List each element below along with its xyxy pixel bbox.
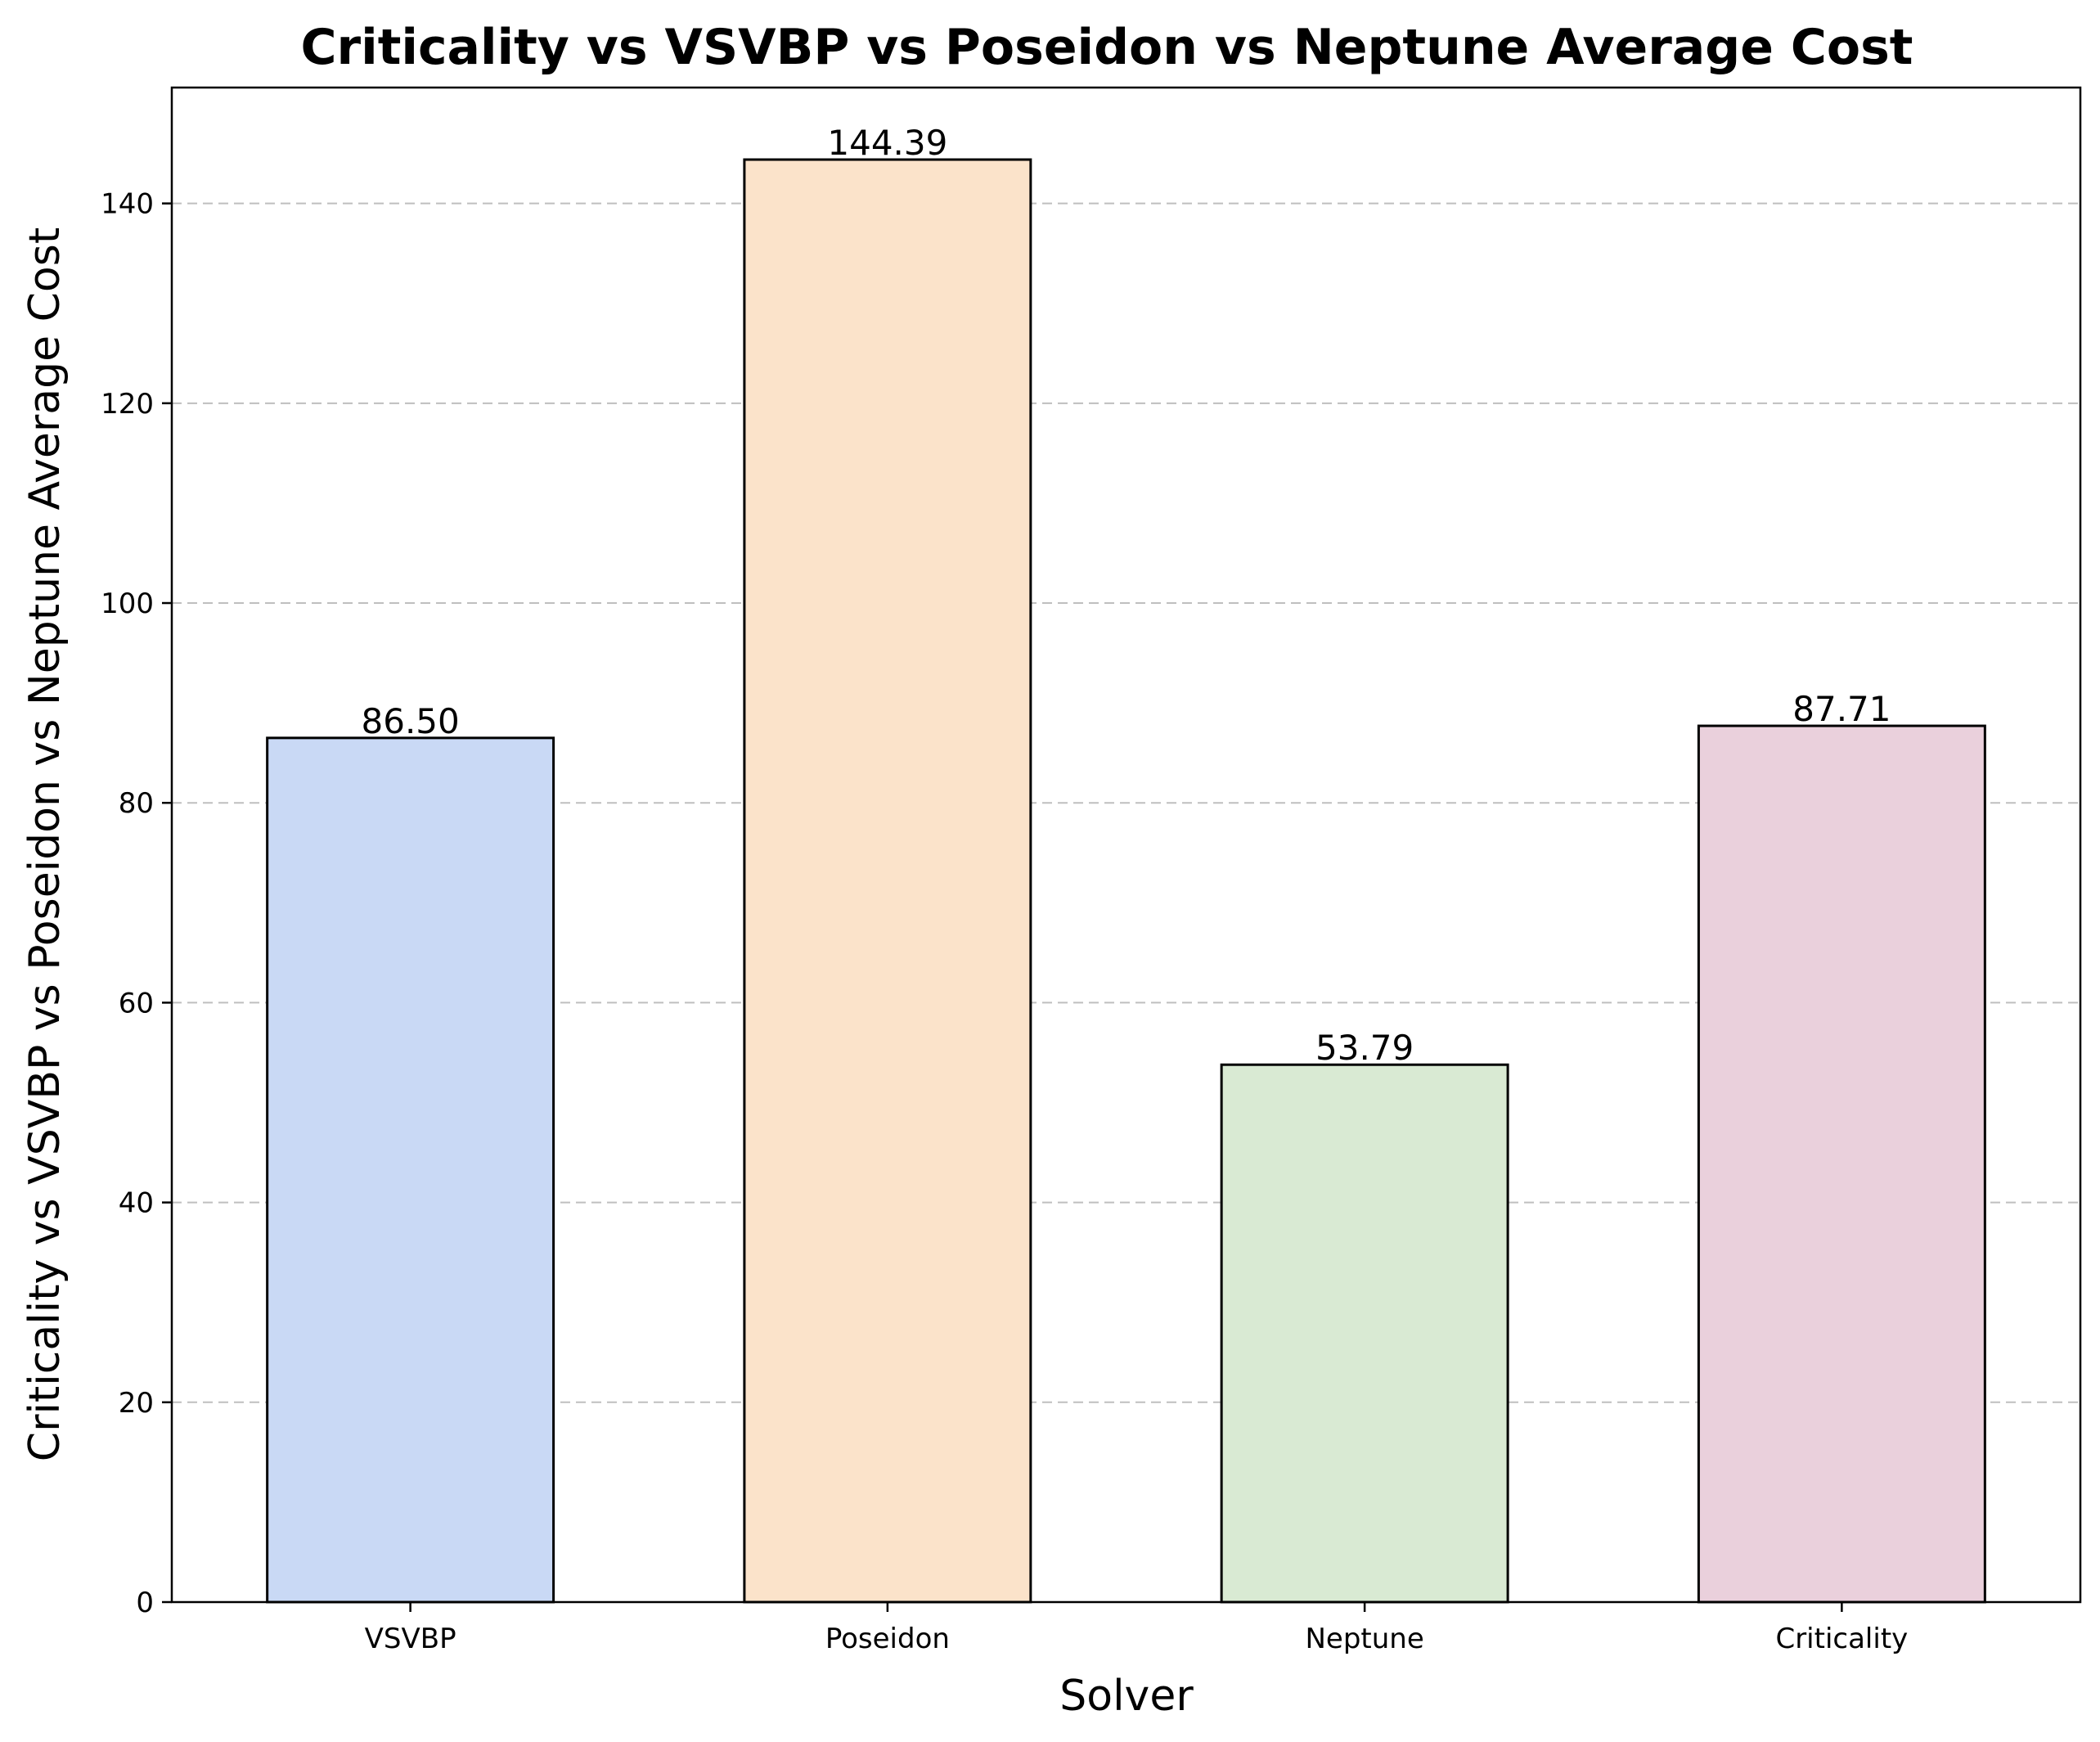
bar-neptune xyxy=(1220,1063,1509,1604)
y-tick-label: 120 xyxy=(101,388,154,421)
y-tick-label: 0 xyxy=(136,1587,154,1619)
plot-frame xyxy=(170,86,2082,1604)
x-axis-label: Solver xyxy=(1059,1672,1194,1721)
x-tick-label-neptune: Neptune xyxy=(1305,1623,1423,1655)
y-tick-label: 60 xyxy=(119,987,154,1020)
value-label-vsvbp: 86.50 xyxy=(362,701,460,741)
y-tick-label: 80 xyxy=(119,787,154,820)
x-tick-label-criticality: Criticality xyxy=(1775,1623,1908,1655)
x-axis-ticks: VSVBP Poseidon Neptune Criticality xyxy=(365,1602,1908,1655)
y-tick-label: 100 xyxy=(101,587,154,620)
bar-vsvbp xyxy=(266,736,555,1604)
y-tick-label: 140 xyxy=(101,188,154,221)
y-axis-ticks: 0 20 40 60 80 100 120 140 xyxy=(101,188,172,1619)
value-label-neptune: 53.79 xyxy=(1315,1028,1414,1068)
y-tick-label: 40 xyxy=(119,1187,154,1220)
x-tick-label-poseidon: Poseidon xyxy=(825,1623,950,1655)
value-label-criticality: 87.71 xyxy=(1792,689,1891,729)
bar-poseidon xyxy=(743,158,1032,1604)
bar-criticality xyxy=(1697,724,1986,1604)
y-tick-label: 20 xyxy=(119,1387,154,1420)
x-tick-label-vsvbp: VSVBP xyxy=(365,1623,456,1655)
value-label-poseidon: 144.39 xyxy=(827,123,947,163)
bars xyxy=(266,158,1986,1604)
value-labels: 86.50 144.39 53.79 87.71 xyxy=(362,123,1891,1068)
chart-title: Criticality vs VSVBP vs Poseidon vs Nept… xyxy=(301,19,1913,76)
y-axis-label: Criticality vs VSVBP vs Poseidon vs Nept… xyxy=(20,227,70,1461)
